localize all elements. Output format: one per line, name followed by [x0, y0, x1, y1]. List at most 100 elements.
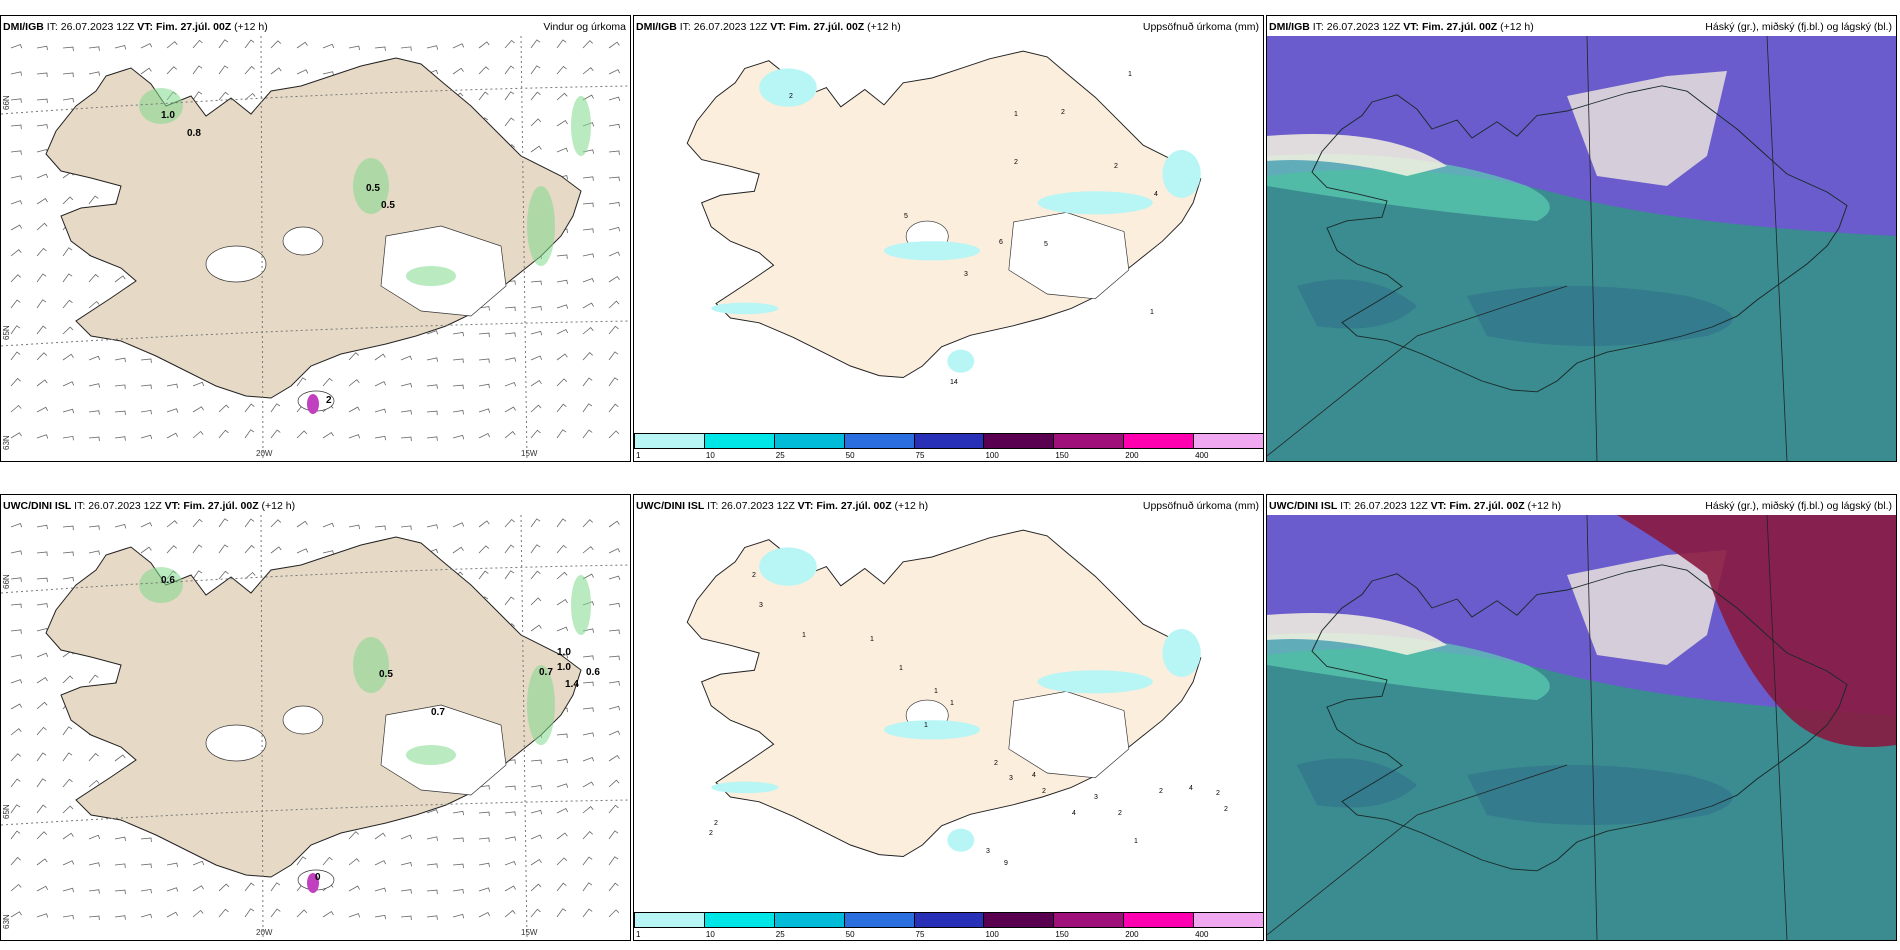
precip-value-label: 2	[789, 93, 793, 100]
graticule-line	[1267, 764, 1568, 936]
panel-dmi-cloud: DMI/IGB IT: 26.07.2023 12Z VT: Fim. 27.j…	[1266, 15, 1897, 462]
panel-dmi-precip: DMI/IGB IT: 26.07.2023 12Z VT: Fim. 27.j…	[633, 15, 1264, 462]
cloud-map	[1267, 515, 1896, 940]
colorbar-tick-label: 10	[705, 930, 715, 939]
panel-header: UWC/DINI ISL IT: 26.07.2023 12Z VT: Fim.…	[1269, 500, 1562, 512]
precip-value-label: 2	[326, 395, 332, 406]
panel-uwc-cloud: UWC/DINI ISL IT: 26.07.2023 12Z VT: Fim.…	[1266, 494, 1897, 941]
colorbar-segment	[773, 912, 845, 928]
lat-label: 63N	[2, 914, 11, 929]
precip-value-label: 2	[1114, 163, 1118, 170]
precip-area	[571, 575, 591, 635]
panel-uwc-precip: UWC/DINI ISL IT: 26.07.2023 12Z VT: Fim.…	[633, 494, 1264, 941]
colorbar-segment	[703, 912, 775, 928]
lat-label: 65N	[2, 804, 11, 819]
cloud-map-svg	[1267, 36, 1896, 461]
precip-area	[711, 302, 779, 315]
precip-value-label: 1	[924, 722, 928, 729]
lon-label: 15W	[521, 928, 538, 937]
graticule-line	[1586, 36, 1598, 461]
colorbar-tick-label: 150	[1055, 451, 1069, 460]
precip-value-label: 1.4	[565, 679, 579, 690]
colorbar-tick-label: 25	[775, 451, 785, 460]
colorbar-tick-label: 400	[1195, 451, 1209, 460]
precip-value-label: 4	[1072, 810, 1076, 817]
glacier-langjokull	[205, 724, 267, 762]
glacier-langjokull	[205, 245, 267, 283]
precip-area	[139, 88, 183, 124]
panel-title: Háský (gr.), miðský (fj.bl.) og lágský (…	[1705, 500, 1892, 512]
panel-header: DMI/IGB IT: 26.07.2023 12Z VT: Fim. 27.j…	[1269, 21, 1534, 33]
colorbar-segment	[1123, 912, 1195, 928]
precip-value-label: 2	[1216, 790, 1220, 797]
precip-value-label: 1	[802, 632, 806, 639]
precip-value-label: 0.5	[366, 183, 380, 194]
precip-value-label: 4	[1032, 772, 1036, 779]
iceland-group	[686, 50, 1202, 379]
lat-label: 63N	[2, 435, 11, 450]
colorbar-segment	[1193, 912, 1263, 928]
mid-cloud-band	[1267, 633, 1550, 700]
colorbar-tick-label: 50	[845, 930, 855, 939]
colorbar-tick-label: 25	[775, 930, 785, 939]
precip-area	[711, 781, 779, 794]
dark-cloud-area	[1467, 765, 1733, 825]
graticule-line	[1766, 36, 1788, 461]
colorbar-tick-label: 400	[1195, 930, 1209, 939]
bright-cloud-band	[1267, 134, 1447, 176]
precip-value-label: 5	[904, 213, 908, 220]
dark-cloud-area	[1297, 758, 1417, 808]
glacier-hofsjokull	[282, 705, 324, 735]
precip-value-label: 2	[1014, 159, 1018, 166]
precip-value-label: 2	[1061, 109, 1065, 116]
colorbar-segment	[913, 433, 985, 449]
lon-label: 20W	[256, 449, 273, 458]
precip-area	[139, 567, 183, 603]
panel-header: DMI/IGB IT: 26.07.2023 12Z VT: Fim. 27.j…	[636, 21, 901, 33]
precip-map-svg: 2 1 1 2 2 2 4 5 6 5 3 1 14	[634, 36, 1263, 436]
colorbar-segment	[843, 433, 915, 449]
precip-map: 2 1 1 2 2 2 4 5 6 5 3 1 14	[634, 36, 1263, 436]
colorbar-tick-label: 200	[1125, 930, 1139, 939]
heavy-precip-area	[307, 394, 319, 414]
precip-area	[527, 665, 555, 745]
precip-value-label: 0	[315, 872, 321, 883]
iceland-outline	[1311, 564, 1848, 872]
precip-value-label: 2	[1224, 806, 1228, 813]
precip-area	[571, 96, 591, 156]
precip-value-label: 5	[1044, 241, 1048, 248]
mid-cloud-band	[1267, 154, 1550, 221]
precip-value-label: 0.5	[379, 669, 393, 680]
colorbar-segment	[1193, 433, 1263, 449]
graticule-66n	[1, 564, 630, 594]
precip-value-label: 2	[1159, 788, 1163, 795]
precip-value-label: 1	[1014, 111, 1018, 118]
panel-header: UWC/DINI ISL IT: 26.07.2023 12Z VT: Fim.…	[636, 500, 929, 512]
clear-area	[1567, 550, 1727, 665]
cloud-map-svg	[1267, 515, 1896, 940]
precip-value-label: 4	[1189, 785, 1193, 792]
precip-colorbar	[634, 433, 1263, 453]
precip-value-label: 1.0	[161, 110, 175, 121]
high-cloud-dense-area	[1617, 515, 1896, 747]
wind-map: 66N 65N 63N 20W 15W 0.6 0.5 0.7 1.0 1.0 0.7 0.6 1.4 0	[1, 515, 630, 940]
precip-area	[884, 720, 980, 740]
precip-value-label: 0.6	[161, 575, 175, 586]
colorbar-segment	[913, 912, 985, 928]
panel-uwc-wind: UWC/DINI ISL IT: 26.07.2023 12Z VT: Fim.…	[0, 494, 631, 941]
glacier-hofsjokull	[282, 226, 324, 256]
glacier	[1008, 691, 1130, 779]
precip-value-label: 2	[752, 572, 756, 579]
precip-area	[759, 68, 817, 107]
lat-label: 65N	[2, 325, 11, 340]
precip-area	[947, 349, 975, 373]
precip-colorbar	[634, 912, 1263, 932]
precip-value-label: 14	[950, 379, 958, 386]
precip-value-label: 4	[1154, 191, 1158, 198]
precip-value-label: 1	[870, 636, 874, 643]
precip-value-label: 0.7	[431, 707, 445, 718]
precip-value-label: 0.5	[381, 200, 395, 211]
wind-map: 66N 65N 63N 20W 15W 1.0 0.8 0.5 0.5 2	[1, 36, 630, 461]
clear-area	[1567, 71, 1727, 186]
